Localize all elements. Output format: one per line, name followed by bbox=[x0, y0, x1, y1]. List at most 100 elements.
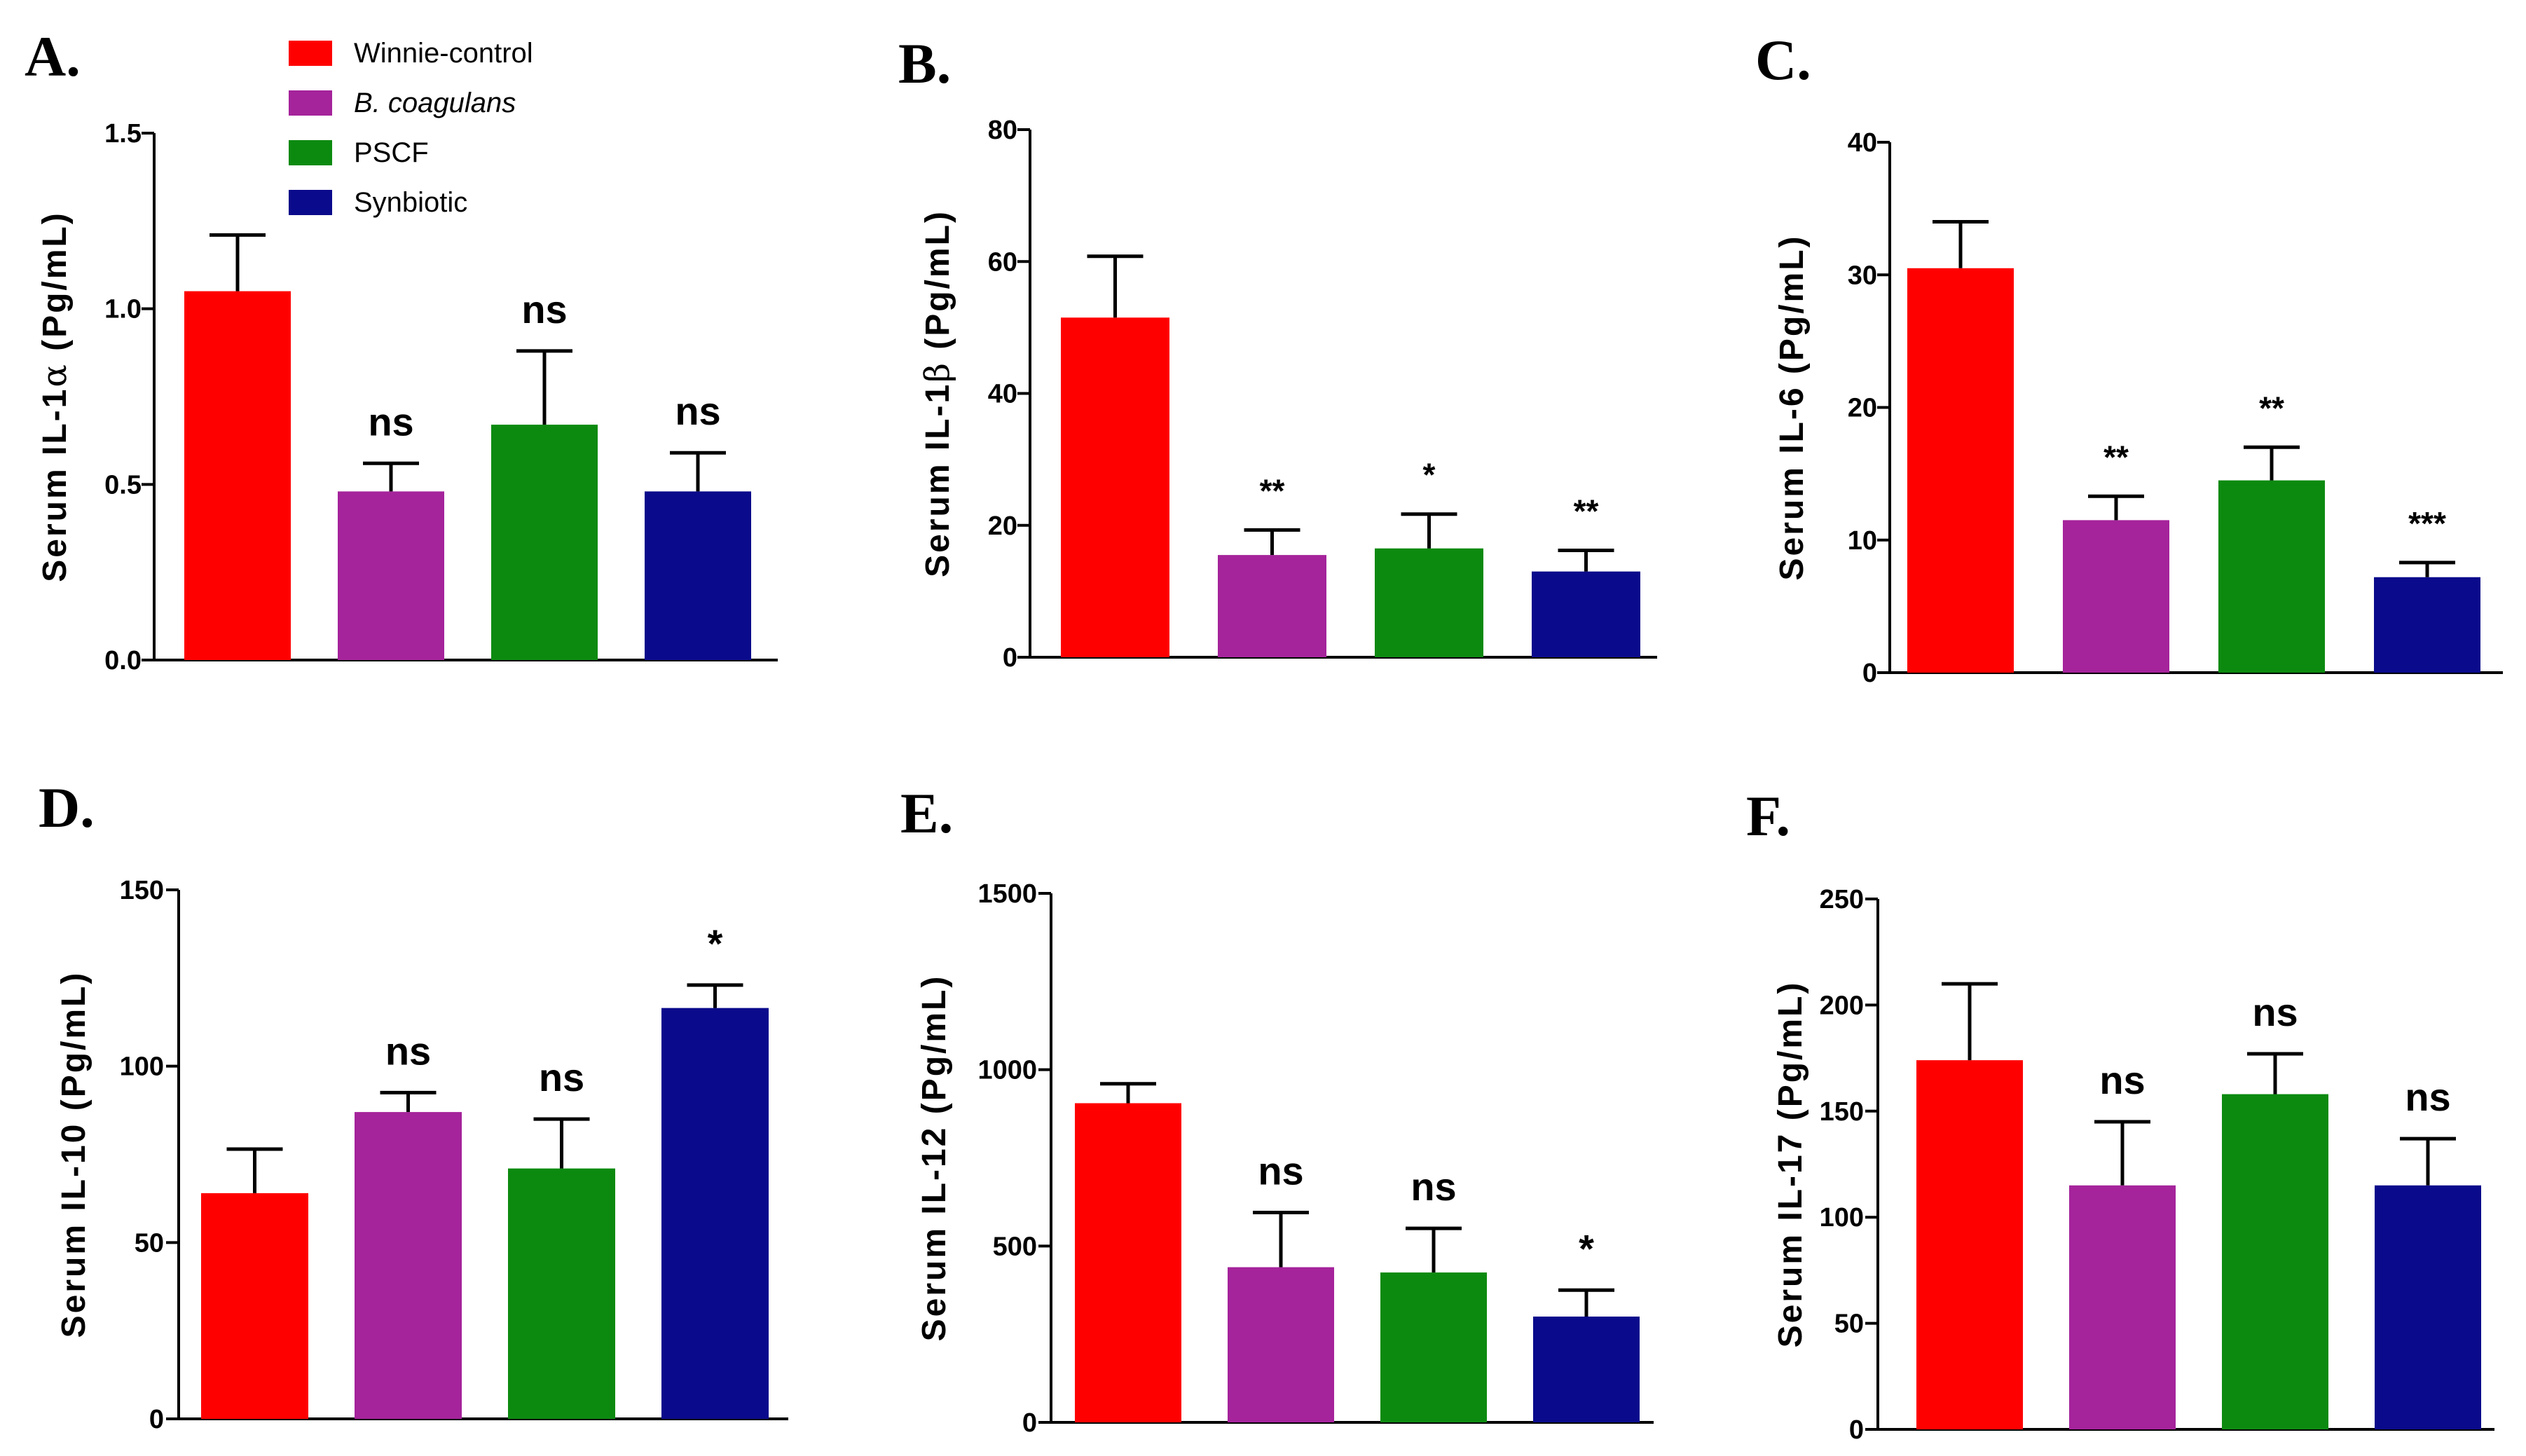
legend-swatch bbox=[289, 140, 332, 165]
y-tick-label: 1000 bbox=[977, 1056, 1037, 1085]
bar-0 bbox=[1916, 1060, 2023, 1429]
bar-3 bbox=[1532, 571, 1640, 657]
significance-label: ns bbox=[539, 1055, 584, 1099]
y-tick-label: 150 bbox=[120, 876, 164, 905]
y-tick-label: 0 bbox=[1003, 643, 1017, 673]
y-tick-label: 200 bbox=[1820, 991, 1864, 1020]
legend: Winnie-control B. coagulans PSCF Synbiotic bbox=[289, 38, 533, 218]
significance-label: ns bbox=[368, 399, 413, 444]
panel-letter: C. bbox=[1755, 28, 1811, 92]
panel-letter: B. bbox=[898, 32, 951, 95]
significance-label: * bbox=[708, 921, 723, 966]
bar-2 bbox=[1380, 1272, 1487, 1422]
y-tick-label: 30 bbox=[1848, 261, 1877, 290]
y-axis-label: Serum IL-1α (Pg/mL) bbox=[35, 211, 74, 582]
legend-label: B. coagulans bbox=[354, 88, 516, 118]
chart-panel-a: A. Serum IL-1α (Pg/mL) 0.0 0.5 1.0 1.5 ns ns ns bbox=[25, 25, 778, 675]
significance-label: ns bbox=[2099, 1058, 2145, 1102]
y-axis-label-prefix: Serum IL-1 bbox=[36, 387, 74, 582]
legend-label: Synbiotic bbox=[354, 187, 467, 218]
significance-label: ns bbox=[521, 287, 567, 331]
panel-letter: D. bbox=[39, 776, 95, 839]
bar-3 bbox=[2375, 1185, 2481, 1429]
y-tick-label: 10 bbox=[1848, 526, 1877, 556]
significance-label: ** bbox=[1574, 493, 1599, 530]
chart-panel-d: D. Serum IL-10 (Pg/mL) 0 50 100 150 ns ns * bbox=[39, 776, 788, 1434]
legend-swatch bbox=[289, 90, 332, 116]
bar-1 bbox=[355, 1112, 462, 1419]
y-axis-label-greek: β bbox=[918, 361, 957, 383]
significance-label: ns bbox=[1258, 1149, 1303, 1193]
y-tick-label: 0 bbox=[149, 1405, 164, 1434]
y-axis-label: Serum IL-17 (Pg/mL) bbox=[1772, 981, 1809, 1348]
bar-3 bbox=[645, 491, 751, 660]
chart-panel-f: F. Serum IL-17 (Pg/mL) 0 50 100 150 200 250 ns ns… bbox=[1746, 784, 2494, 1445]
y-axis-label-prefix: Serum IL-1 bbox=[919, 383, 956, 577]
y-axis-label: Serum IL-10 (Pg/mL) bbox=[55, 971, 92, 1338]
y-tick-label: 40 bbox=[1848, 128, 1877, 158]
y-axis-label-prefix: Serum IL-6 bbox=[1773, 385, 1811, 580]
significance-label: ** bbox=[1260, 472, 1285, 509]
significance-label: ns bbox=[675, 389, 720, 433]
y-axis-label-prefix: Serum IL-10 bbox=[55, 1122, 92, 1338]
legend-swatch bbox=[289, 190, 332, 215]
significance-label: * bbox=[1579, 1226, 1594, 1270]
panel-letter: A. bbox=[25, 25, 81, 88]
bar-1 bbox=[2063, 520, 2169, 673]
significance-label: * bbox=[1423, 457, 1436, 493]
y-axis-label-unit: (Pg/mL) bbox=[916, 975, 953, 1126]
significance-label: ** bbox=[2103, 439, 2129, 475]
y-axis-label-unit: (Pg/mL) bbox=[55, 971, 92, 1122]
bar-3 bbox=[1533, 1317, 1640, 1422]
bar-2 bbox=[1375, 548, 1483, 657]
bar-0 bbox=[1061, 317, 1169, 657]
y-tick-label: 150 bbox=[1820, 1097, 1864, 1127]
y-axis-label-unit: (Pg/mL) bbox=[1773, 234, 1811, 385]
y-tick-label: 0.0 bbox=[104, 646, 142, 675]
y-axis-label-unit: (Pg/mL) bbox=[1772, 981, 1809, 1132]
y-tick-label: 1500 bbox=[977, 879, 1037, 909]
bar-1 bbox=[1218, 555, 1326, 657]
bar-2 bbox=[2222, 1094, 2328, 1429]
significance-label: ns bbox=[2252, 990, 2298, 1034]
y-axis-label-prefix: Serum IL-12 bbox=[916, 1126, 953, 1342]
bar-0 bbox=[184, 291, 291, 661]
significance-label: ns bbox=[385, 1029, 431, 1073]
legend-swatch bbox=[289, 41, 332, 66]
y-tick-label: 0 bbox=[1862, 659, 1877, 688]
chart-panel-e: E. Serum IL-12 (Pg/mL) 0 500 1000 1500 ns ns * bbox=[900, 781, 1654, 1438]
y-axis-label: Serum IL-12 (Pg/mL) bbox=[916, 975, 953, 1342]
legend-label: Winnie-control bbox=[354, 38, 533, 69]
panel-letter: E. bbox=[900, 781, 953, 845]
y-tick-label: 0 bbox=[1849, 1415, 1864, 1445]
significance-label: ns bbox=[1410, 1165, 1456, 1209]
y-tick-label: 20 bbox=[988, 511, 1017, 541]
bar-0 bbox=[1075, 1103, 1181, 1422]
y-tick-label: 50 bbox=[135, 1228, 164, 1258]
legend-label: PSCF bbox=[354, 137, 429, 168]
y-tick-label: 60 bbox=[988, 247, 1017, 277]
bar-2 bbox=[491, 425, 598, 660]
y-axis-label-greek: α bbox=[35, 362, 74, 387]
y-tick-label: 250 bbox=[1820, 885, 1864, 914]
y-tick-label: 40 bbox=[988, 380, 1017, 409]
y-axis-label: Serum IL-6 (Pg/mL) bbox=[1773, 234, 1811, 580]
y-tick-label: 80 bbox=[988, 116, 1017, 145]
significance-label: *** bbox=[2408, 505, 2446, 542]
bar-3 bbox=[661, 1008, 769, 1419]
y-tick-label: 0 bbox=[1022, 1408, 1037, 1438]
y-tick-label: 100 bbox=[1820, 1203, 1864, 1232]
y-axis-label-prefix: Serum IL-17 bbox=[1772, 1132, 1809, 1348]
y-tick-label: 100 bbox=[120, 1052, 164, 1082]
y-axis-label: Serum IL-1β (Pg/mL) bbox=[918, 210, 957, 577]
y-tick-label: 1.0 bbox=[104, 295, 142, 324]
panel-letter: F. bbox=[1746, 784, 1790, 848]
bar-0 bbox=[1907, 268, 2014, 673]
bar-1 bbox=[1228, 1267, 1334, 1422]
bar-1 bbox=[338, 491, 444, 660]
significance-label: ns bbox=[2405, 1075, 2450, 1119]
significance-label: ** bbox=[2259, 390, 2284, 426]
bar-2 bbox=[508, 1168, 615, 1419]
